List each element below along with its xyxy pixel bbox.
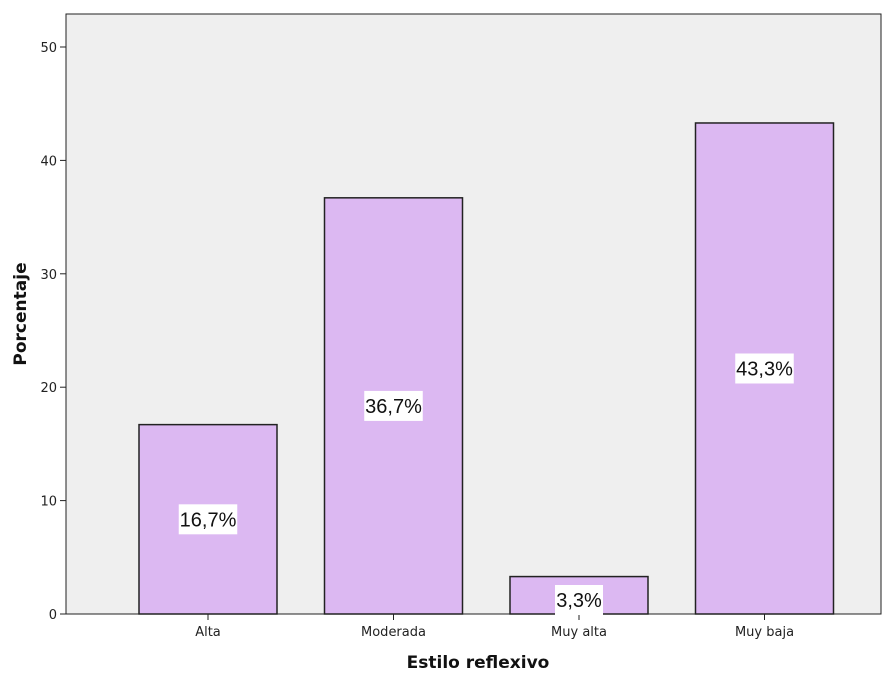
x-tick-label-2: Muy alta — [551, 625, 607, 640]
y-tick-label-5: 50 — [40, 41, 57, 56]
x-axis: Alta Moderada Muy alta Muy baja — [195, 614, 794, 640]
y-axis: 0 10 20 30 40 50 — [40, 41, 66, 623]
y-tick-label-3: 30 — [40, 268, 57, 283]
data-label-box-1 — [364, 390, 423, 421]
x-axis-title: Estilo reflexivo — [407, 653, 550, 673]
data-label-1: 36,7% — [365, 396, 422, 418]
data-label-box-3 — [735, 353, 794, 384]
x-tick-label-0: Alta — [195, 625, 221, 640]
x-tick-label-3: Muy baja — [735, 625, 794, 640]
y-axis-title: Porcentaje — [11, 262, 31, 365]
y-tick-label-0: 0 — [49, 608, 57, 623]
y-tick-label-2: 20 — [40, 381, 57, 396]
y-tick-label-4: 40 — [40, 154, 57, 169]
x-tick-label-1: Moderada — [361, 625, 426, 640]
data-labels: 16,7% 36,7% 3,3% 43,3% — [178, 353, 794, 615]
y-tick-label-1: 10 — [40, 495, 57, 510]
data-label-box-2 — [555, 585, 603, 615]
data-label-2: 3,3% — [556, 590, 602, 612]
data-label-3: 43,3% — [736, 358, 793, 380]
data-label-box-0 — [178, 504, 238, 535]
data-label-0: 16,7% — [180, 509, 237, 531]
